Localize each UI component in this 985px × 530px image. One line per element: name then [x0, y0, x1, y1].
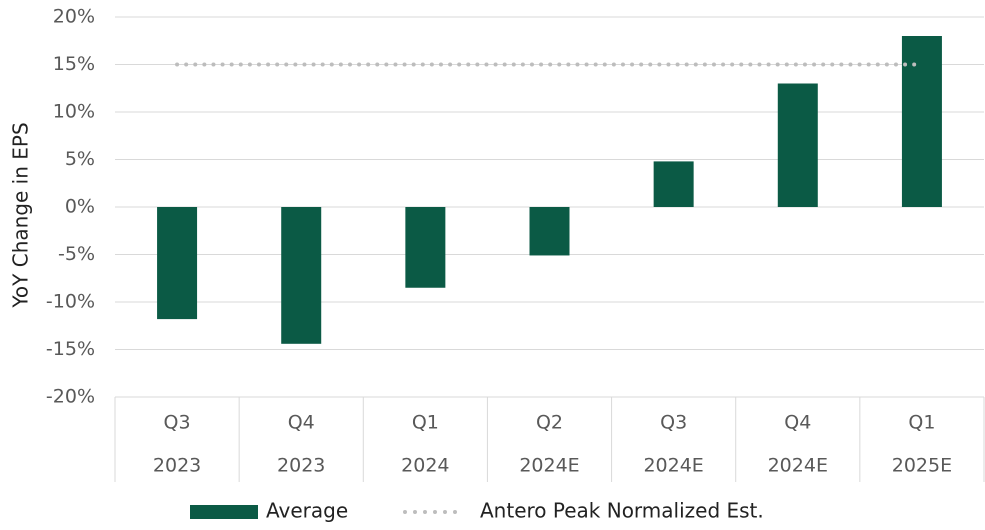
y-tick-label: 10%: [53, 101, 95, 123]
bar: [777, 83, 818, 207]
x-tick-label: Q3: [660, 412, 687, 434]
legend-swatch: [190, 505, 258, 519]
x-group-label: 2023: [153, 455, 201, 477]
x-group-label: 2023: [277, 455, 325, 477]
bar: [157, 207, 198, 320]
legend-label: Antero Peak Normalized Est.: [480, 499, 764, 523]
x-tick-label: Q1: [908, 412, 935, 434]
x-tick-label: Q1: [412, 412, 439, 434]
y-tick-label: -20%: [46, 386, 95, 408]
x-group-label: 2025E: [892, 455, 952, 477]
bar: [405, 207, 446, 288]
x-tick-label: Q2: [536, 412, 563, 434]
x-group-label: 2024: [401, 455, 449, 477]
x-group-label: 2024E: [768, 455, 828, 477]
x-tick-label: Q3: [164, 412, 191, 434]
bar: [281, 207, 322, 344]
x-group-label: 2024E: [519, 455, 579, 477]
y-tick-label: 20%: [53, 6, 95, 28]
y-tick-label: -5%: [58, 243, 95, 265]
y-tick-label: -10%: [46, 291, 95, 313]
y-tick-label: 5%: [65, 148, 95, 170]
y-tick-label: 15%: [53, 53, 95, 75]
bar: [653, 161, 694, 207]
y-tick-label: -15%: [46, 338, 95, 360]
legend-label: Average: [266, 499, 348, 523]
y-tick-label: 0%: [65, 196, 95, 218]
x-group-label: 2024E: [643, 455, 703, 477]
bar: [901, 36, 942, 207]
y-axis-title: YoY Change in EPS: [9, 122, 33, 308]
bar: [529, 207, 570, 256]
x-tick-label: Q4: [784, 412, 811, 434]
x-tick-label: Q4: [288, 412, 315, 434]
